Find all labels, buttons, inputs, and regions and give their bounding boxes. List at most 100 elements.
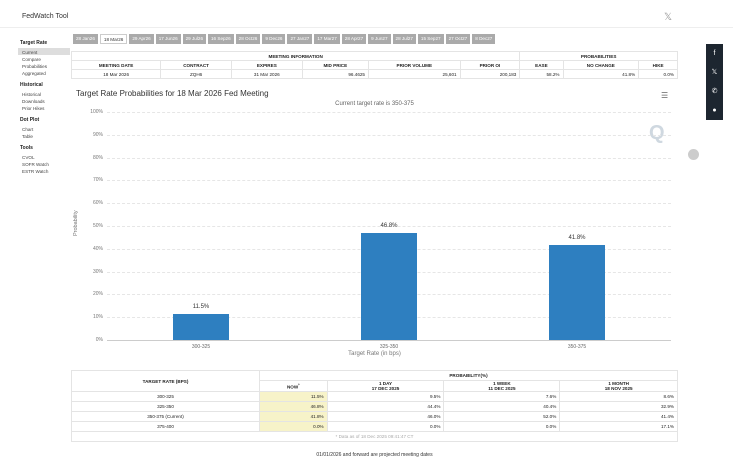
gridline [107,134,671,136]
tab-meeting-date[interactable]: 17 Mar27 [314,34,340,44]
probability-subheader: NOW* [259,380,328,392]
subheader-line2: 11 DEC 2025 [488,386,516,391]
one-month-cell: 17.1% [559,421,678,432]
chart-menu-icon[interactable]: ☰ [661,91,669,100]
meeting-cell: 41.8% [562,69,640,79]
data-label: 11.5% [192,303,210,310]
subheader-line1: NOW* [286,382,300,390]
meeting-col-header: MEETING DATE [70,60,162,70]
footnote: 01/01/2026 and forward are projected mee… [316,452,433,458]
probability-subheader: 1 DAY 17 DEC 2025 [326,380,445,392]
meeting-col-header: NO CHANGE [562,60,640,70]
meeting-cell: 0.0% [638,69,678,79]
sidebar-item-cvol[interactable]: CVOL [22,154,35,160]
sidebar-item-historical[interactable]: Historical [22,91,41,97]
subheader-line1: 1 MONTH [608,381,629,386]
sidebar-heading: Tools [20,145,33,151]
tab-meeting-date[interactable]: 17 Jun26 [155,34,181,44]
one-week-cell: 0.0% [443,421,561,432]
scroll-dot[interactable] [688,149,699,160]
sidebar-item-chart[interactable]: Chart [22,126,34,132]
sidebar-heading: Historical [20,82,43,88]
bar-350-375 [549,244,605,340]
bar-300-325 [173,313,229,340]
sidebar-item-compare[interactable]: Compare [22,56,41,62]
tab-meeting-date[interactable]: 28 Jul27 [392,34,416,44]
sidebar: Target Rate Current Compare Probabilities Ag… [18,34,70,174]
y-tick-label: 40% [92,245,103,252]
quikstrike-logo: Q [649,122,665,144]
tab-meeting-date[interactable]: 15 Sep27 [417,34,444,44]
tab-meeting-date[interactable]: 16 Sep26 [208,34,234,44]
now-marker: * [298,382,300,387]
sidebar-item-downloads[interactable]: Downloads [22,98,45,104]
whatsapp-icon[interactable]: ✆ [711,88,718,95]
data-label: 41.8% [568,234,586,241]
rate-cell: 325-350 [71,401,260,412]
facebook-icon[interactable]: f [713,50,716,57]
tab-meeting-date[interactable]: 28 Jan26 [73,34,98,44]
tab-meeting-date[interactable]: 27 Jan27 [287,34,313,44]
x-axis-label: Target Rate (in bps) [348,351,401,357]
x-axis-line [107,340,671,341]
meeting-date-tabs: 28 Jan26 18 Mar26 29 Apr26 17 Jun26 29 Jul26… [73,34,496,44]
one-week-cell: 52.0% [443,411,561,422]
tab-meeting-date[interactable]: 28 Apr27 [341,34,367,44]
meeting-col-header: EXPIRES [230,60,303,70]
gridline [107,157,671,159]
one-week-cell: 40.4% [443,401,561,412]
probability-chart: Target Rate Probabilities for 18 Mar 202… [71,86,678,362]
meeting-cell: 31 Mar 2026 [230,69,303,79]
sidebar-heading: Target Rate [20,40,48,46]
x-tick-label: 350-375 [567,344,587,350]
sidebar-item-table[interactable]: Table [22,133,33,139]
one-month-cell: 8.6% [559,391,678,402]
x-tick-label: 325-350 [379,344,399,350]
blogger-icon[interactable]: ● [712,107,717,114]
bar-325-350 [361,233,417,340]
tab-meeting-date[interactable]: 9 Dec26 [262,34,286,44]
tab-meeting-date[interactable]: 29 Apr26 [129,34,154,44]
meeting-col-header: HIKE [638,60,678,70]
sidebar-item-sofr-watch[interactable]: SOFR Watch [22,161,49,167]
top-bar: FedWatch Tool 𝕏 [0,0,733,28]
now-cell: 46.8% [259,401,328,412]
rate-cell: 375-400 [71,421,260,432]
sidebar-item-current[interactable]: Current [18,48,70,55]
chart-subtitle: Current target rate is 350-375 [335,101,414,107]
meeting-col-header: MID PRICE [301,60,369,70]
meeting-col-header: CONTRACT [160,60,232,70]
meeting-cell: 25,601 [367,69,461,79]
tab-meeting-date[interactable]: 8 Dec27 [472,34,496,44]
now-cell: 0.0% [259,421,328,432]
rate-cell: 300-325 [71,391,260,402]
data-as-of-row: * Data as of 18 Dec 2025 09:41:47 CT [71,431,678,442]
tab-meeting-date[interactable]: 28 Oct26 [235,34,261,44]
sidebar-item-probabilities[interactable]: Probabilities [22,63,48,69]
now-cell: 11.5% [259,391,328,402]
now-cell: 41.8% [259,411,328,422]
one-day-cell: 0.0% [326,421,445,432]
sidebar-item-aggregated[interactable]: Aggregated [22,70,46,76]
subheader-line2: 17 DEC 2025 [371,386,400,391]
tab-meeting-date[interactable]: 29 Jul26 [182,34,206,44]
x-share-icon[interactable]: 𝕏 [664,12,673,23]
meeting-cell: 200,183 [459,69,521,79]
x-icon[interactable]: 𝕏 [711,69,718,76]
sidebar-item-prior-hikes[interactable]: Prior Hikes [22,105,45,111]
probabilities-header: PROBABILITIES [519,51,678,61]
data-label: 46.8% [380,223,398,230]
y-tick-label: 90% [92,131,103,138]
rate-cell: 350-375 (Current) [71,411,260,422]
y-tick-label: 10% [92,314,103,321]
one-week-cell: 7.6% [443,391,561,402]
sidebar-item-estr-watch[interactable]: ESTR Watch [22,168,49,174]
meeting-cell: 96.4625 [301,69,369,79]
meeting-col-header: PRIOR VOLUME [367,60,461,70]
tab-meeting-date[interactable]: 9 Jun27 [368,34,391,44]
tab-meeting-date[interactable]: 18 Mar26 [99,34,128,44]
one-month-cell: 41.4% [559,411,678,422]
meeting-cell: 18 Mar 2026 [70,69,162,79]
tab-meeting-date[interactable]: 27 Oct27 [445,34,471,44]
subheader-line1: 1 WEEK [493,381,511,386]
